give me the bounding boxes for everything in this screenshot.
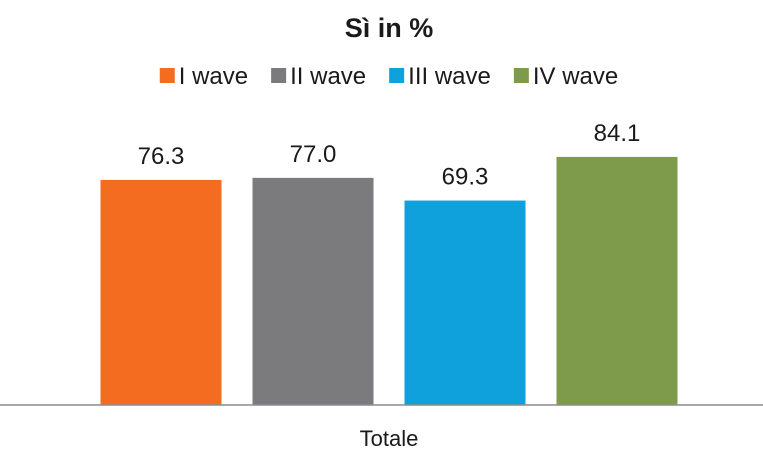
- legend-swatch-i-wave: [159, 68, 175, 83]
- bars: [100, 156, 678, 405]
- chart-title: Sì in %: [345, 13, 434, 43]
- legend-item-ii-wave: II wave: [271, 63, 366, 90]
- category-label: Totale: [360, 426, 419, 449]
- bar-iii-wave: [404, 200, 526, 405]
- legend-swatch-ii-wave: [271, 68, 287, 83]
- legend-swatch-iii-wave: [389, 68, 405, 83]
- bar-i-wave: [100, 179, 222, 405]
- bar-ii-wave: [252, 177, 374, 405]
- legend-item-iv-wave: IV wave: [513, 63, 618, 90]
- legend-item-i-wave: I wave: [159, 63, 248, 90]
- data-label-i-wave: 76.3: [138, 143, 185, 170]
- data-label-iii-wave: 69.3: [442, 164, 489, 191]
- legend-label-iv-wave: IV wave: [533, 63, 618, 90]
- legend-item-iii-wave: III wave: [389, 63, 491, 90]
- legend-label-iii-wave: III wave: [408, 63, 491, 90]
- data-label-iv-wave: 84.1: [594, 120, 641, 147]
- legend-swatch-iv-wave: [513, 68, 529, 83]
- data-label-ii-wave: 77.0: [290, 141, 337, 168]
- legend-label-i-wave: I wave: [179, 63, 248, 90]
- legend-label-ii-wave: II wave: [290, 63, 366, 90]
- data-labels: 76.3 77.0 69.3 84.1: [138, 120, 641, 191]
- bar-iv-wave: [556, 156, 678, 405]
- legend: I wave II wave III wave IV wave: [159, 63, 618, 90]
